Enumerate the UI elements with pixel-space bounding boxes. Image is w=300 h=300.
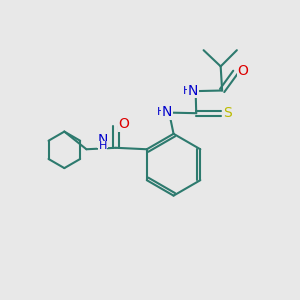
Text: S: S <box>224 106 232 120</box>
Text: H: H <box>157 107 165 117</box>
Text: N: N <box>188 83 198 98</box>
Text: N: N <box>162 105 172 119</box>
Text: H: H <box>183 85 191 95</box>
Text: H: H <box>98 141 107 151</box>
Text: O: O <box>237 64 248 78</box>
Text: N: N <box>98 133 108 147</box>
Text: O: O <box>119 117 130 131</box>
